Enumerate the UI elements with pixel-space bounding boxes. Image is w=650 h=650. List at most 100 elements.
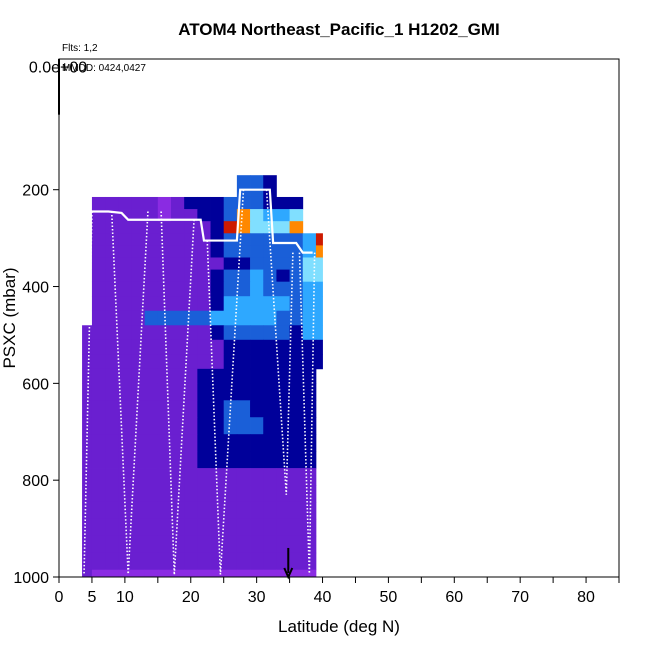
heatmap-cell: [223, 451, 238, 469]
x-tick-label: 70: [511, 589, 529, 606]
heatmap-cell: [144, 501, 159, 520]
heatmap-cell: [131, 310, 146, 326]
heatmap-cell: [210, 400, 225, 418]
heatmap-cell: [118, 400, 132, 418]
heatmap-cell: [302, 383, 317, 401]
heatmap-cell: [263, 417, 277, 435]
heatmap-cell: [223, 221, 238, 234]
x-axis: 0 5 10 20 30 40 50 60 70 80: [55, 577, 620, 606]
heatmap-cell: [171, 221, 185, 234]
heatmap-cell: [223, 209, 238, 222]
heatmap-cell: [171, 209, 185, 222]
heatmap-cell: [184, 257, 198, 270]
x-tick-label: 50: [380, 589, 398, 606]
heatmap-cell: [184, 209, 198, 222]
heatmap-cell: [91, 468, 106, 486]
heatmap-cell: [250, 310, 264, 326]
heatmap-cell: [250, 552, 264, 571]
heatmap-cell: [91, 257, 106, 270]
heatmap-cell: [250, 383, 264, 401]
heatmap-cell: [223, 468, 238, 486]
heatmap-cell: [144, 518, 159, 537]
heatmap-cell: [210, 569, 225, 578]
heatmap-cell: [184, 196, 198, 210]
flight-profile: [298, 252, 311, 575]
heatmap-cell: [144, 468, 159, 486]
dates-annotation: MMDD: 0424,0427: [62, 63, 146, 74]
heatmap-cell: [144, 310, 159, 326]
heatmap-cell: [276, 569, 290, 578]
heatmap-cell: [91, 434, 106, 452]
heatmap-cell: [197, 535, 211, 554]
heatmap-cell: [302, 569, 317, 578]
heatmap-cell: [302, 417, 317, 435]
heatmap-cell: [144, 325, 159, 341]
heatmap-cell: [144, 257, 159, 270]
heatmap-cell: [184, 485, 198, 503]
heatmap-cell: [223, 269, 238, 283]
heatmap-cell: [118, 383, 132, 401]
heatmap-cell: [210, 434, 225, 452]
heatmap-cell: [236, 400, 251, 418]
heatmap-cell: [184, 310, 198, 326]
heatmap-cell: [276, 434, 290, 452]
heatmap-cell: [289, 354, 304, 370]
heatmap-cell: [263, 310, 277, 326]
heatmap-cell: [91, 368, 106, 384]
heatmap-cell: [105, 501, 119, 520]
heatmap-cell: [131, 339, 146, 355]
heatmap-cell: [197, 501, 211, 520]
heatmap-cell: [223, 354, 238, 370]
heatmap-cell: [250, 325, 264, 341]
heatmap-cell: [131, 296, 146, 312]
heatmap-cell: [302, 296, 317, 312]
heatmap-cell: [157, 325, 172, 341]
heatmap-cell: [131, 325, 146, 341]
heatmap-cell: [131, 569, 146, 578]
heatmap-cell: [289, 434, 304, 452]
heatmap-cell: [315, 325, 323, 341]
heatmap-cell: [289, 518, 304, 537]
heatmap-cell: [236, 434, 251, 452]
heatmap-cell: [263, 383, 277, 401]
heatmap-cell: [118, 501, 132, 520]
heatmap-cell: [171, 269, 185, 283]
heatmap-cell: [302, 400, 317, 418]
heatmap-cell: [118, 233, 132, 246]
heatmap-cell: [315, 354, 323, 370]
heatmap-cell: [118, 325, 132, 341]
x-axis-label: Latitude (deg N): [278, 617, 400, 636]
heatmap-cell: [263, 245, 277, 258]
heatmap-cell: [82, 368, 93, 384]
heatmap-cell: [131, 233, 146, 246]
heatmap-cell: [223, 400, 238, 418]
x-tick-label: 0: [55, 589, 64, 606]
heatmap-cell: [315, 233, 323, 246]
heatmap-cell: [184, 354, 198, 370]
heatmap-cell: [118, 535, 132, 554]
heatmap-cell: [223, 196, 238, 210]
heatmap-cell: [263, 569, 277, 578]
heatmap-cell: [184, 233, 198, 246]
heatmap-cell: [171, 468, 185, 486]
heatmap-cell: [131, 269, 146, 283]
heatmap-cell: [91, 245, 106, 258]
heatmap-cell: [171, 296, 185, 312]
heatmap-cell: [197, 269, 211, 283]
heatmap-cell: [171, 417, 185, 435]
heatmap-cell: [276, 245, 290, 258]
heatmap-cell: [171, 233, 185, 246]
heatmap-cell: [118, 310, 132, 326]
heatmap-cell: [276, 468, 290, 486]
heatmap-cell: [197, 569, 211, 578]
heatmap-cell: [302, 434, 317, 452]
heatmap-cell: [131, 383, 146, 401]
heatmap-cell: [276, 269, 290, 283]
heatmap-cell: [184, 552, 198, 571]
heatmap-cell: [105, 434, 119, 452]
heatmap-cell: [184, 569, 198, 578]
heatmap-cell: [91, 196, 106, 210]
heatmap-cell: [157, 257, 172, 270]
heatmap-cell: [105, 468, 119, 486]
heatmap-cell: [157, 310, 172, 326]
